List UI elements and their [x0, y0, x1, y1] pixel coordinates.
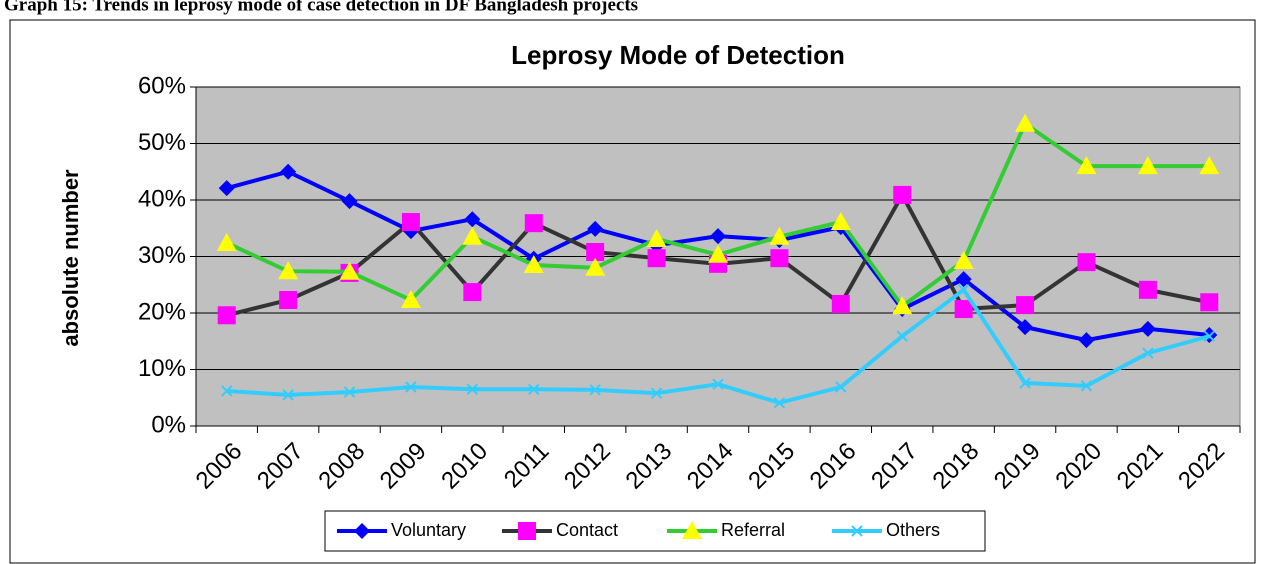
data-point	[1076, 156, 1097, 175]
data-point	[401, 213, 420, 232]
data-point	[1138, 280, 1157, 299]
data-point	[893, 185, 912, 204]
data-point	[773, 397, 786, 409]
data-point	[1017, 319, 1034, 336]
data-point	[1016, 296, 1035, 315]
data-point	[524, 214, 543, 233]
data-point	[954, 300, 973, 319]
data-point	[586, 242, 605, 261]
y-tick-label: 0%	[151, 411, 186, 438]
legend-label: Contact	[556, 520, 618, 540]
data-point	[835, 381, 847, 393]
legend-marker	[518, 522, 536, 540]
data-point	[1200, 293, 1219, 312]
y-tick-label: 50%	[138, 129, 186, 156]
data-point	[218, 180, 235, 197]
y-axis-label: absolute number	[58, 169, 83, 347]
data-point	[343, 386, 356, 398]
data-point	[953, 251, 974, 270]
data-point	[957, 284, 970, 296]
data-point	[1142, 347, 1154, 359]
data-point	[830, 212, 851, 231]
data-point	[708, 244, 728, 263]
data-point	[1199, 156, 1220, 175]
data-point	[466, 383, 479, 395]
data-point	[650, 387, 663, 399]
legend-label: Voluntary	[391, 520, 466, 540]
data-point	[405, 381, 417, 393]
data-point	[339, 261, 360, 280]
data-point	[1078, 332, 1095, 349]
y-tick-label: 20%	[138, 298, 186, 325]
legend-label: Referral	[721, 520, 785, 540]
data-point	[523, 254, 544, 273]
data-point	[278, 261, 299, 280]
data-point	[528, 383, 540, 395]
legend-marker	[354, 523, 370, 539]
data-point	[1137, 156, 1158, 175]
data-point	[282, 389, 294, 401]
data-point	[463, 283, 482, 302]
data-point	[831, 294, 850, 313]
data-point	[1080, 380, 1093, 392]
data-point	[217, 306, 236, 325]
data-point	[1015, 113, 1036, 132]
legend-marker	[682, 521, 702, 539]
data-point	[892, 296, 913, 315]
data-point	[279, 291, 298, 310]
data-point	[400, 290, 421, 309]
heading: Graph 15: Trends in leprosy mode of case…	[4, 0, 638, 15]
data-point	[770, 249, 789, 268]
data-point	[955, 271, 972, 288]
data-point	[896, 330, 908, 342]
chart-title: Leprosy Mode of Detection	[511, 40, 845, 70]
y-tick-label: 10%	[138, 355, 186, 382]
data-point	[585, 257, 606, 276]
data-point	[464, 211, 481, 228]
legend-marker	[851, 525, 863, 537]
data-point	[710, 228, 726, 245]
data-point	[1139, 320, 1156, 337]
data-point	[1203, 330, 1215, 342]
data-point	[769, 226, 790, 245]
y-tick-label: 60%	[138, 72, 186, 99]
data-point	[341, 193, 358, 210]
data-point	[1077, 253, 1096, 272]
data-point	[587, 220, 604, 237]
data-point	[646, 228, 667, 247]
data-point	[462, 226, 483, 245]
data-point	[712, 378, 724, 390]
data-point	[280, 163, 297, 180]
y-tick-label: 30%	[138, 242, 186, 269]
data-point	[220, 385, 233, 397]
data-point	[1019, 377, 1031, 389]
data-point	[647, 249, 666, 268]
y-tick-label: 40%	[138, 185, 186, 212]
legend-label: Others	[886, 520, 940, 540]
data-point	[216, 232, 237, 251]
data-point	[589, 384, 601, 396]
